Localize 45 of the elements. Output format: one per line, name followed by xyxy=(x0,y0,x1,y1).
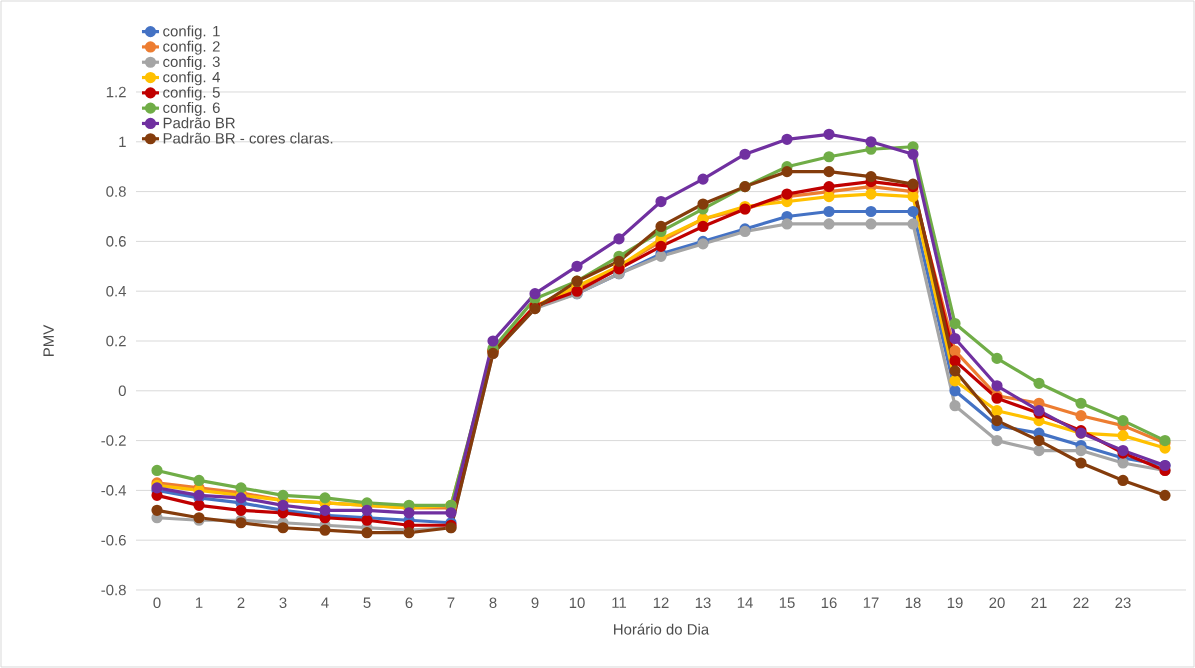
y-tick-label: 1 xyxy=(119,136,126,147)
x-tick-label: 21 xyxy=(1031,597,1047,608)
x-tick-label: 23 xyxy=(1115,597,1131,609)
x-tick-label: 20 xyxy=(989,597,1005,609)
y-tick-label: 0.2 xyxy=(106,335,126,347)
x-tick-label: 16 xyxy=(821,597,837,609)
y-tick-label: 1.2 xyxy=(106,86,126,98)
x-tick-label: 14 xyxy=(737,597,753,608)
y-tick-label: 0.6 xyxy=(106,236,126,247)
x-tick-label: 3 xyxy=(279,597,287,609)
y-tick-label: -0.8 xyxy=(101,584,126,596)
x-tick-label: 15 xyxy=(779,597,795,608)
x-tick-label: 17 xyxy=(863,597,879,608)
y-tick-label: -0.4 xyxy=(101,485,127,496)
legend-label: config. 2 xyxy=(163,40,220,55)
x-tick-label: 9 xyxy=(531,597,539,609)
x-tick-label: 1 xyxy=(195,597,203,608)
legend-label: Padrão BR - cores claras. xyxy=(163,132,333,144)
y-tick-label: 0.8 xyxy=(106,186,126,197)
y-tick-label: 0.4 xyxy=(106,285,127,297)
x-axis-title: Horário do Dia xyxy=(614,623,710,635)
x-tick-label: 11 xyxy=(612,597,627,608)
legend-label: config. 5 xyxy=(163,86,220,101)
x-tick-label: 0 xyxy=(153,597,161,609)
y-tick-label: -0.6 xyxy=(101,534,126,546)
y-tick-label: 0 xyxy=(118,385,126,397)
y-tick-label: -0.2 xyxy=(101,435,126,446)
x-tick-label: 5 xyxy=(363,597,371,608)
y-axis-title: PMV xyxy=(43,324,54,356)
x-tick-label: 22 xyxy=(1073,597,1089,608)
legend-label: Padrão BR xyxy=(163,117,235,129)
legend-label: config. 1 xyxy=(163,25,220,40)
x-tick-label: 13 xyxy=(695,597,711,609)
legend-label: config. 3 xyxy=(163,56,220,70)
x-tick-label: 18 xyxy=(905,597,921,609)
legend-label: config. 6 xyxy=(163,102,220,116)
x-tick-label: 6 xyxy=(405,597,413,609)
x-tick-label: 8 xyxy=(489,597,497,609)
x-tick-label: 2 xyxy=(237,597,245,608)
x-tick-label: 10 xyxy=(569,597,585,609)
legend-label: config. 4 xyxy=(163,71,220,86)
x-tick-label: 19 xyxy=(947,597,963,609)
x-tick-label: 12 xyxy=(653,597,669,608)
x-tick-label: 7 xyxy=(447,597,455,608)
x-tick-label: 4 xyxy=(321,597,329,608)
